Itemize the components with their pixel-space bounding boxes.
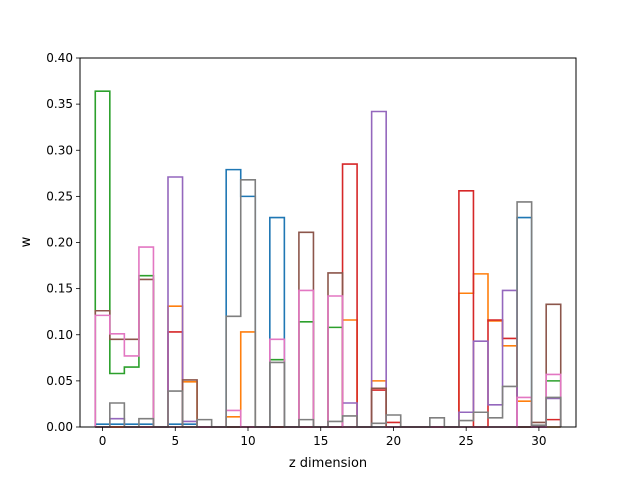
x-tick-label: 5: [171, 434, 179, 448]
x-tick-label: 10: [240, 434, 255, 448]
series-8-step-line: [95, 178, 562, 428]
y-tick-label: 0.30: [46, 143, 73, 157]
series-layer: [94, 90, 562, 428]
y-axis-ticks: 0.00 0.05 0.10 0.15 0.20 0.25 0.30 0.35 0.40: [46, 51, 80, 434]
y-tick-label: 0.05: [46, 374, 73, 388]
y-tick-label: 0.00: [46, 420, 73, 434]
y-tick-label: 0.40: [46, 51, 73, 65]
x-axis-label: z dimension: [289, 456, 367, 471]
x-tick-label: 15: [313, 434, 328, 448]
y-tick-label: 0.25: [46, 189, 73, 203]
y-tick-label: 0.15: [46, 282, 73, 296]
y-axis-label: w: [19, 236, 34, 247]
y-tick-label: 0.20: [46, 236, 73, 250]
y-tick-label: 0.35: [46, 97, 73, 111]
y-tick-label: 0.10: [46, 328, 73, 342]
x-tick-label: 25: [459, 434, 474, 448]
x-axis-ticks: 0 5 10 15 20 25 30: [99, 427, 547, 448]
x-tick-label: 20: [386, 434, 401, 448]
x-tick-label: 30: [531, 434, 546, 448]
x-tick-label: 0: [99, 434, 107, 448]
